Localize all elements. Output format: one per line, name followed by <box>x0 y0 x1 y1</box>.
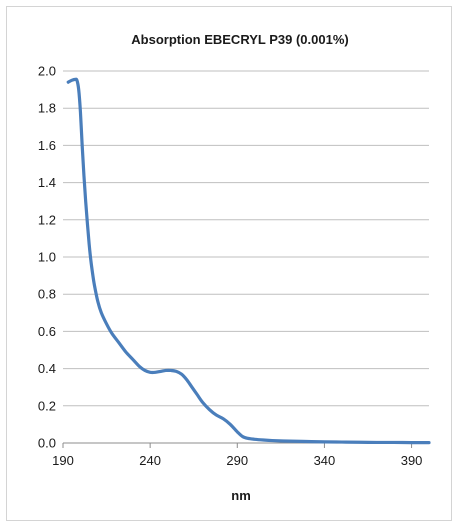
x-tick-label: 390 <box>401 453 423 468</box>
y-tick-label: 1.4 <box>38 175 56 190</box>
y-axis: 0.0 0.2 0.4 0.6 0.8 1.0 1.2 1.4 1.6 1.8 2.0 <box>38 64 56 451</box>
series-layer <box>66 77 431 445</box>
y-tick-label: 0.8 <box>38 287 56 302</box>
x-axis: 190 240 290 340 390 <box>52 442 429 468</box>
chart-title: Absorption EBECRYL P39 (0.001%) <box>131 32 348 47</box>
x-tick-label: 190 <box>52 453 74 468</box>
x-tick-label: 240 <box>139 453 161 468</box>
x-axis-label: nm <box>231 488 251 503</box>
x-tick-label: 290 <box>226 453 248 468</box>
y-tick-label: 1.0 <box>38 250 56 265</box>
y-tick-label: 1.2 <box>38 212 56 227</box>
x-tick-label: 340 <box>314 453 336 468</box>
chart-frame: Absorption EBECRYL P39 (0.001%) 0.0 0.2 0.… <box>6 6 452 521</box>
grid-lines <box>63 70 429 444</box>
y-tick-label: 0.6 <box>38 324 56 339</box>
absorption-series-line <box>66 77 431 445</box>
y-tick-label: 0.4 <box>38 361 56 376</box>
absorption-chart: Absorption EBECRYL P39 (0.001%) 0.00.20.… <box>38 32 431 503</box>
y-tick-label: 2.0 <box>38 64 56 79</box>
y-tick-label: 0.2 <box>38 398 56 413</box>
y-tick-label: 1.6 <box>38 138 56 153</box>
y-tick-label: 0.0 <box>38 436 56 451</box>
y-tick-label: 1.8 <box>38 101 56 116</box>
